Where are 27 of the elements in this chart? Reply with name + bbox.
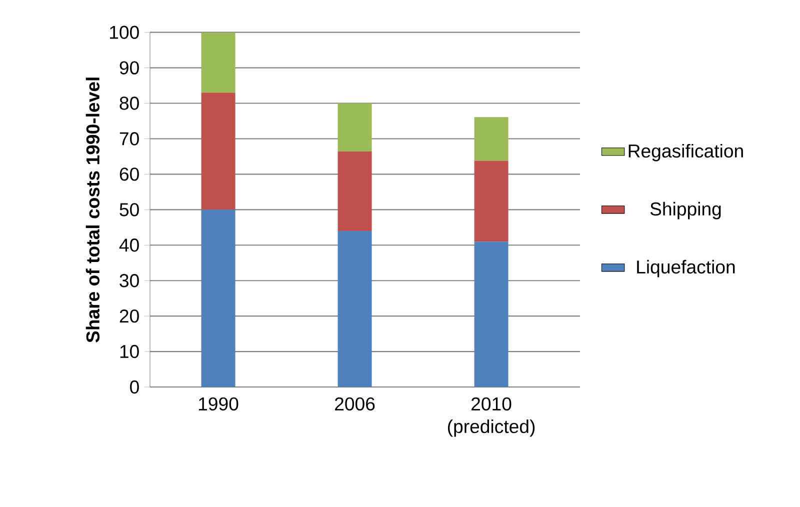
legend-label: Liquefaction xyxy=(637,260,735,278)
x-tick-label: 2010 (predicted) xyxy=(448,397,535,437)
bar xyxy=(474,242,508,387)
y-axis-title: Share of total costs 1990-level xyxy=(86,78,100,342)
bar xyxy=(201,210,236,387)
bar xyxy=(338,230,372,387)
legend-label: Regasification xyxy=(628,144,743,162)
y-tick-label: 40 xyxy=(119,238,139,252)
y-tick-label: 100 xyxy=(110,26,139,39)
x-tick-label: 2006 xyxy=(335,397,375,411)
y-tick-label: 50 xyxy=(120,203,139,216)
bar xyxy=(338,103,372,152)
y-tick-label: 30 xyxy=(120,274,139,288)
bar xyxy=(474,160,508,242)
bar xyxy=(338,152,372,231)
legend-label: Shipping xyxy=(650,202,721,220)
x-tick-label: 1990 xyxy=(198,397,238,411)
y-tick-label: 90 xyxy=(120,61,139,74)
y-tick-label: 70 xyxy=(120,132,139,146)
y-tick-label: 20 xyxy=(120,309,139,323)
bar xyxy=(201,32,236,93)
bar xyxy=(474,117,508,161)
bar xyxy=(201,92,236,210)
y-tick-label: 0 xyxy=(130,380,139,394)
y-tick-label: 60 xyxy=(120,168,139,181)
y-tick-label: 80 xyxy=(120,96,139,110)
y-tick-label: 10 xyxy=(120,344,139,358)
